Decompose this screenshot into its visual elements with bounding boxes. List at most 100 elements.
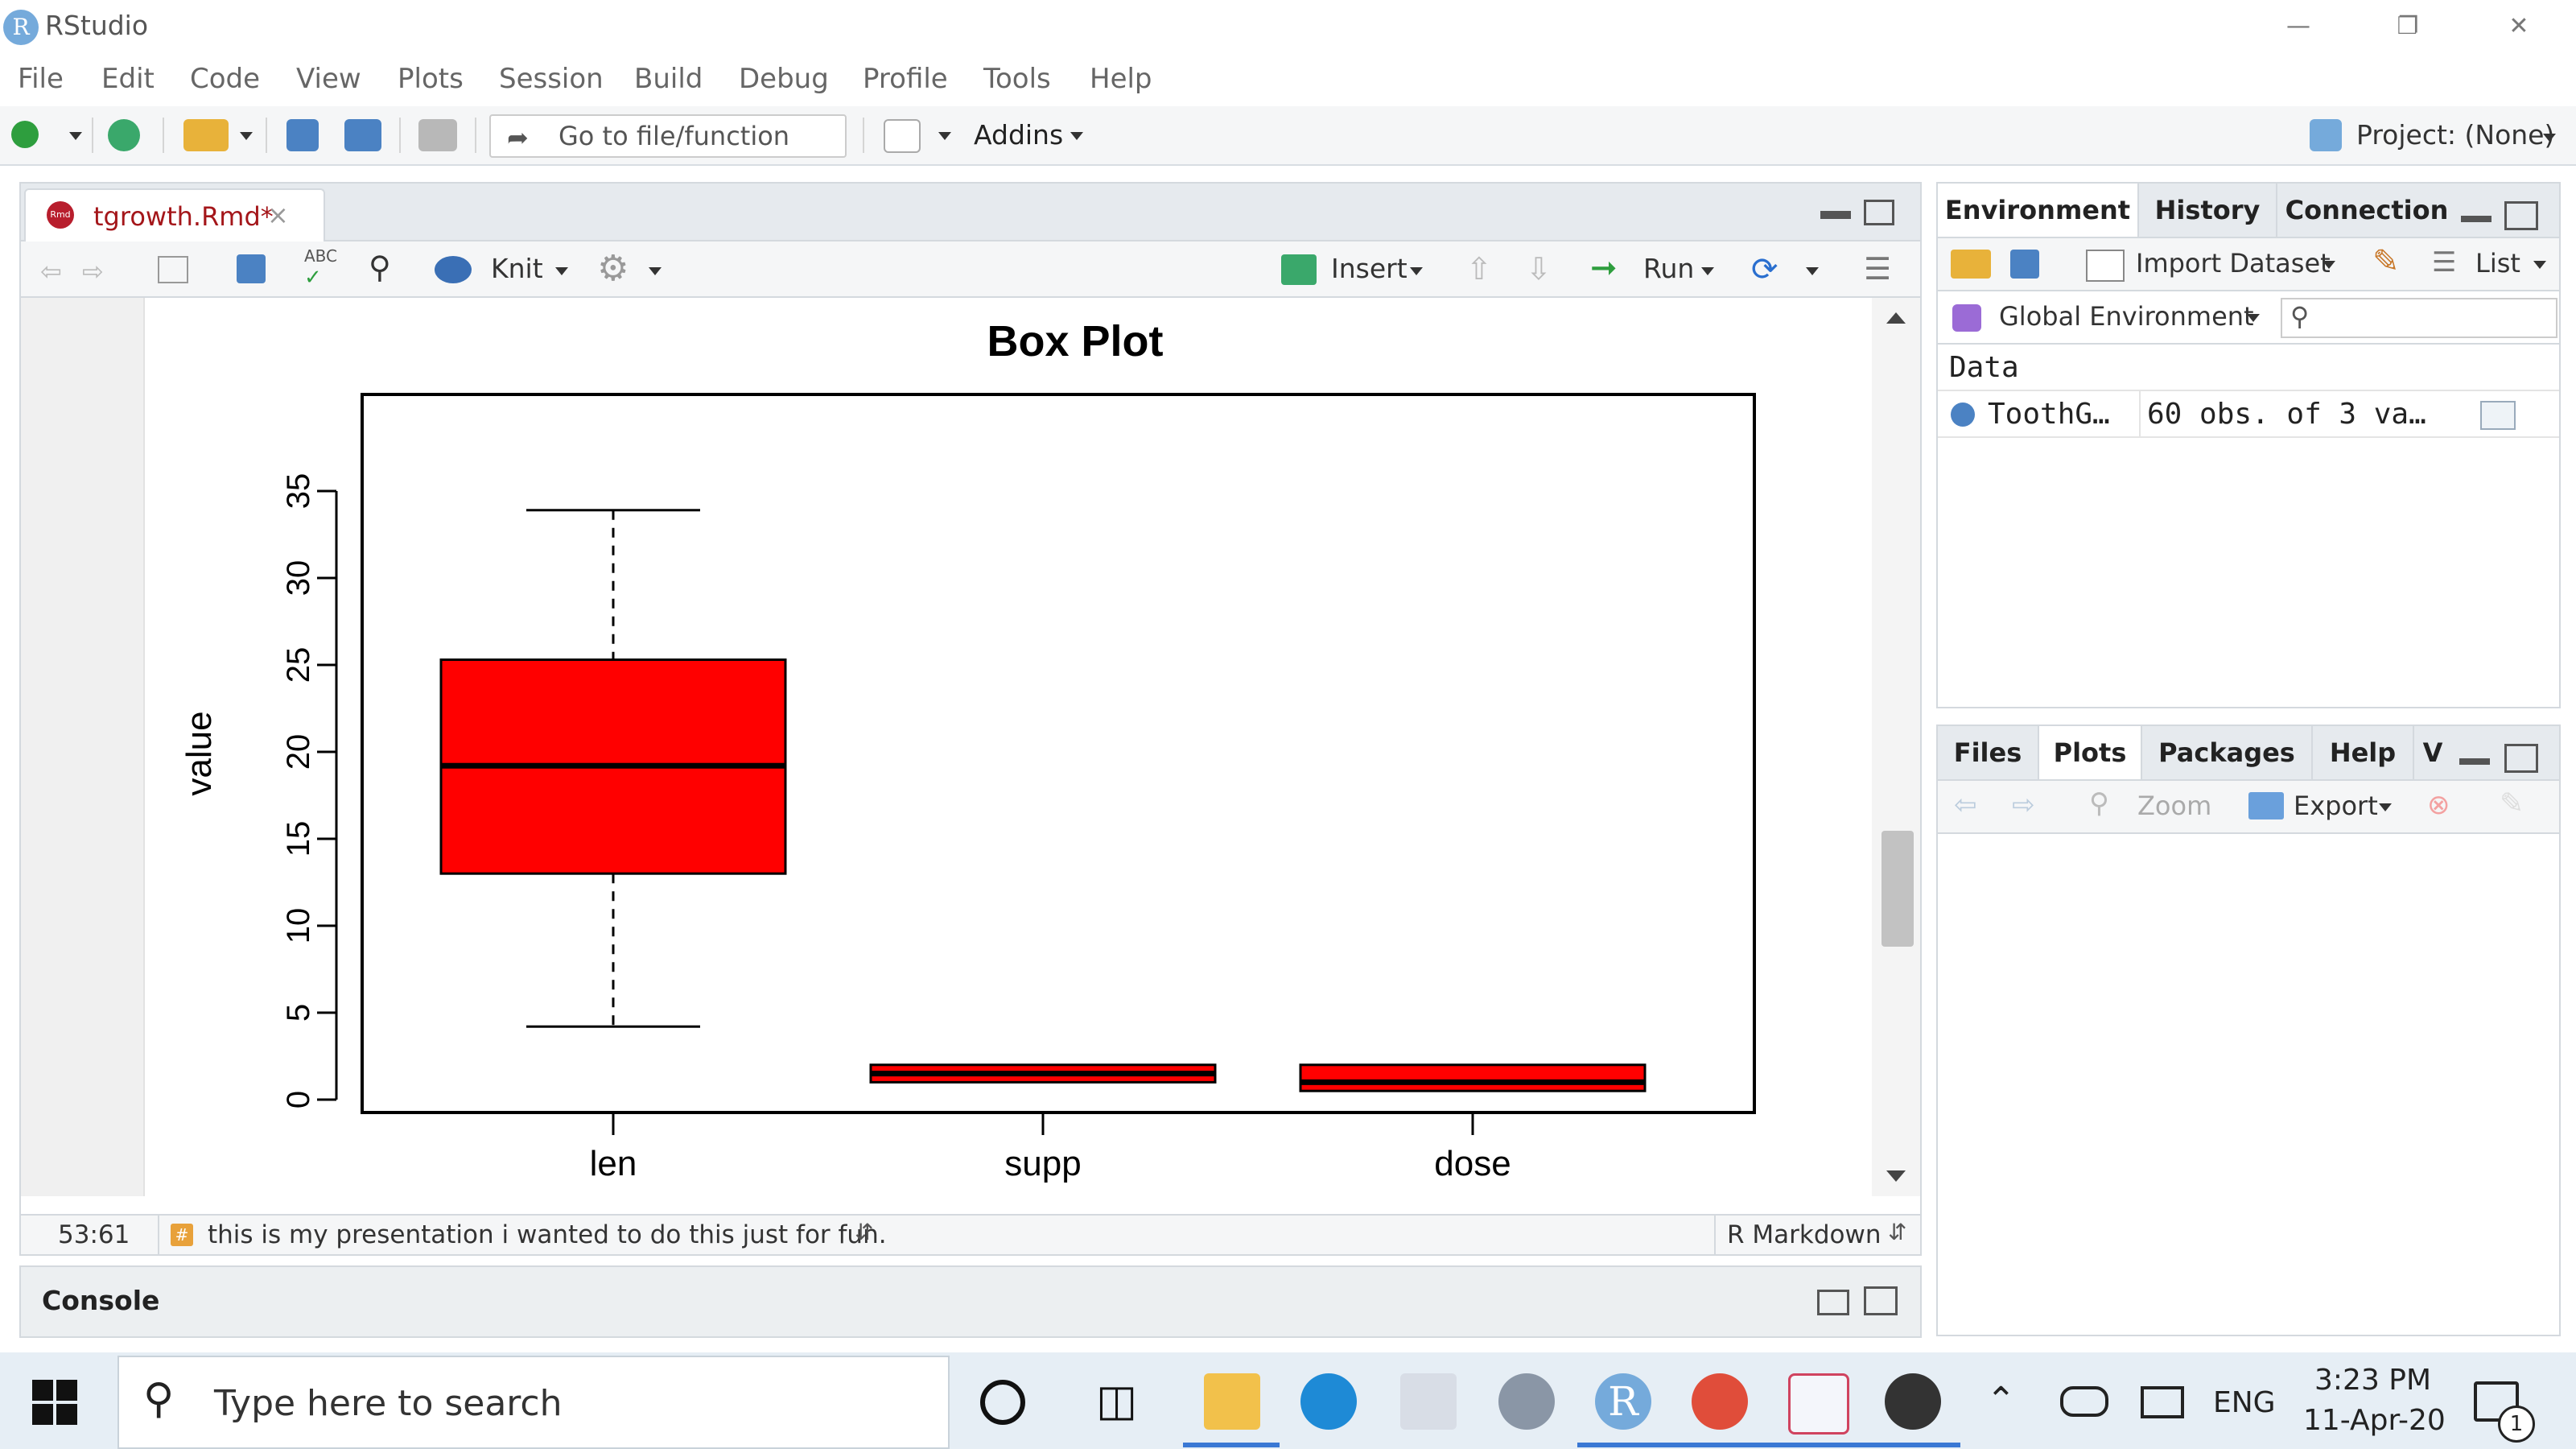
chrome-browser-icon[interactable] [1692,1373,1748,1430]
python-editor-icon[interactable] [1400,1373,1457,1430]
addins-dropdown-icon[interactable] [1070,132,1083,140]
tab-packages[interactable]: Packages [2142,726,2313,779]
file-tab-tgrowth[interactable]: Rmd tgrowth.Rmd* × [24,188,325,243]
project-menu[interactable]: Project: (None) [2356,119,2555,151]
tab-help[interactable]: Help [2313,726,2414,779]
save-all-icon[interactable] [344,119,381,151]
task-view-icon[interactable]: ◫ [1096,1375,1138,1426]
spellcheck-icon[interactable]: ABC ✓ [304,246,338,290]
list-view-selector[interactable]: List [2475,248,2520,279]
windows-start-icon[interactable] [32,1380,77,1425]
open-folder-icon[interactable] [183,119,229,151]
maximize-pane-icon[interactable] [2504,201,2538,230]
save-icon[interactable] [286,119,319,151]
minimize-icon[interactable]: — [2286,12,2310,40]
notification-center-icon[interactable] [2474,1381,2519,1422]
addins-button[interactable]: Addins [974,119,1064,151]
zoom-button[interactable]: Zoom [2137,791,2212,821]
show-hidden-icons-chevron-icon[interactable]: ⌃ [1986,1380,2016,1421]
save-file-icon[interactable] [237,254,266,283]
project-dropdown-icon[interactable] [2543,134,2556,142]
new-file-dropdown-icon[interactable] [69,132,82,140]
minimize-pane-icon[interactable] [2459,758,2490,765]
previous-chunk-icon[interactable]: ⇧ [1466,251,1492,287]
snipping-tool-icon[interactable] [1788,1373,1849,1435]
insert-dropdown-icon[interactable] [1410,267,1423,275]
settings-gear-icon[interactable]: ⚙ [597,248,629,289]
expand-row-icon[interactable] [1951,402,1975,427]
import-dataset-button[interactable]: Import Dataset [2136,248,2331,279]
maximize-console-icon[interactable] [1864,1286,1898,1315]
console-pane[interactable]: Console [19,1265,1922,1338]
maximize-pane-icon[interactable] [1864,200,1894,225]
minimize-pane-icon[interactable] [2461,216,2492,222]
restore-console-icon[interactable] [1817,1290,1849,1315]
export-dropdown-icon[interactable] [2379,803,2392,811]
environment-row[interactable]: ToothG… 60 obs. of 3 va… [1938,391,2559,438]
clock-time[interactable]: 3:23 PM [2314,1364,2432,1397]
menu-edit[interactable]: Edit [101,63,155,95]
import-dropdown-icon[interactable] [2323,261,2335,269]
show-in-window-icon[interactable] [158,256,188,283]
list-dropdown-icon[interactable] [2533,261,2546,269]
goto-file-input[interactable]: ➦ Go to file/function [489,114,847,158]
zoom-icon[interactable]: ⚲ [2089,787,2109,819]
tab-files[interactable]: Files [1938,726,2039,779]
menu-view[interactable]: View [296,63,361,95]
taskbar-search-input[interactable]: ⚲ Type here to search [117,1356,950,1449]
snip-sketch-icon[interactable] [1885,1373,1941,1430]
cortana-icon[interactable] [980,1380,1025,1425]
scroll-up-icon[interactable] [1886,312,1906,324]
scroll-down-icon[interactable] [1886,1170,1906,1182]
clock-date[interactable]: 11-Apr-20 [2303,1404,2446,1437]
menu-debug[interactable]: Debug [739,63,829,95]
pane-layout-dropdown-icon[interactable] [938,132,951,140]
close-tab-icon[interactable]: × [267,200,289,230]
file-type-selector[interactable]: R Markdown [1727,1220,1882,1249]
load-workspace-icon[interactable] [1951,250,1991,279]
menu-code[interactable]: Code [190,63,261,95]
menu-profile[interactable]: Profile [863,63,948,95]
next-chunk-icon[interactable]: ⇩ [1526,251,1552,287]
chunk-navigator[interactable]: this is my presentation i wanted to do t… [208,1220,887,1249]
file-type-updown-icon[interactable]: ⇵ [1888,1219,1907,1245]
battery-icon[interactable] [2141,1386,2184,1418]
menu-build[interactable]: Build [634,63,703,95]
next-plot-icon[interactable]: ⇨ [2012,789,2035,821]
knit-dropdown-icon[interactable] [555,267,568,275]
rerun-dropdown-icon[interactable] [1806,267,1819,275]
environment-search-input[interactable]: ⚲ [2281,298,2557,338]
back-arrow-icon[interactable]: ⇦ [40,256,62,287]
menu-session[interactable]: Session [499,63,604,95]
menu-help[interactable]: Help [1090,63,1152,95]
onedrive-cloud-icon[interactable] [2060,1386,2108,1417]
tab-viewer[interactable]: V [2422,737,2443,768]
chunk-nav-updown-icon[interactable]: ⇵ [855,1219,874,1245]
menu-file[interactable]: File [18,63,64,95]
tab-environment[interactable]: Environment [1938,184,2139,237]
insert-chunk-icon[interactable] [1281,254,1317,285]
maximize-pane-icon[interactable] [2504,744,2538,773]
save-workspace-icon[interactable] [2010,250,2039,279]
document-outline-icon[interactable]: ☰ [1864,251,1892,287]
menu-tools[interactable]: Tools [983,63,1051,95]
menu-plots[interactable]: Plots [398,63,464,95]
new-file-icon[interactable] [11,121,39,148]
rstudio-taskbar-icon[interactable]: R [1595,1373,1651,1430]
print-icon[interactable] [418,119,457,151]
file-explorer-icon[interactable] [1204,1373,1260,1430]
export-button[interactable]: Export [2294,791,2378,821]
clear-broom-icon[interactable]: ✎ [2372,243,2400,280]
restore-icon[interactable]: ❐ [2397,12,2419,40]
forward-arrow-icon[interactable]: ⇨ [82,256,104,287]
tab-connections[interactable]: Connection [2285,195,2449,225]
previous-plot-icon[interactable]: ⇦ [1954,789,1977,821]
knit-icon[interactable] [435,256,472,283]
close-icon[interactable]: ✕ [2508,12,2529,40]
tab-history[interactable]: History [2139,184,2277,237]
tab-plots[interactable]: Plots [2039,726,2142,779]
scroll-thumb[interactable] [1882,831,1914,947]
r-gui-icon[interactable] [1498,1373,1555,1430]
editor-scrollbar[interactable] [1872,298,1920,1196]
edge-browser-icon[interactable] [1300,1373,1357,1430]
